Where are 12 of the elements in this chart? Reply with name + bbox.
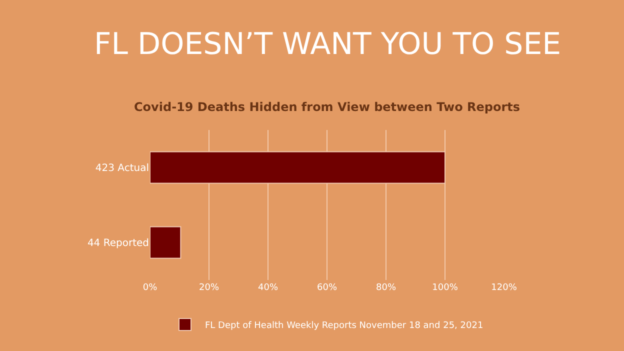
legend-label: FL Dept of Health Weekly Reports November 18 and 25, 2021 (205, 321, 484, 332)
x-tick-label: 20% (198, 283, 220, 293)
x-tick-label: 100% (432, 283, 458, 293)
x-tick-label: 60% (316, 283, 338, 293)
x-tick-label: 80% (376, 283, 396, 293)
x-tick-label: 40% (258, 283, 278, 293)
y-tick-label: 44 Reported (87, 238, 149, 249)
chart-title: FL DOESN’T WANT YOU TO SEE (94, 27, 562, 62)
x-tick-label: 0% (142, 283, 158, 293)
chart-subtitle: Covid-19 Deaths Hidden from View between Two Reports (134, 100, 520, 114)
x-tick-label: 120% (491, 283, 518, 293)
y-tick-label: 423 Actual (95, 163, 149, 174)
